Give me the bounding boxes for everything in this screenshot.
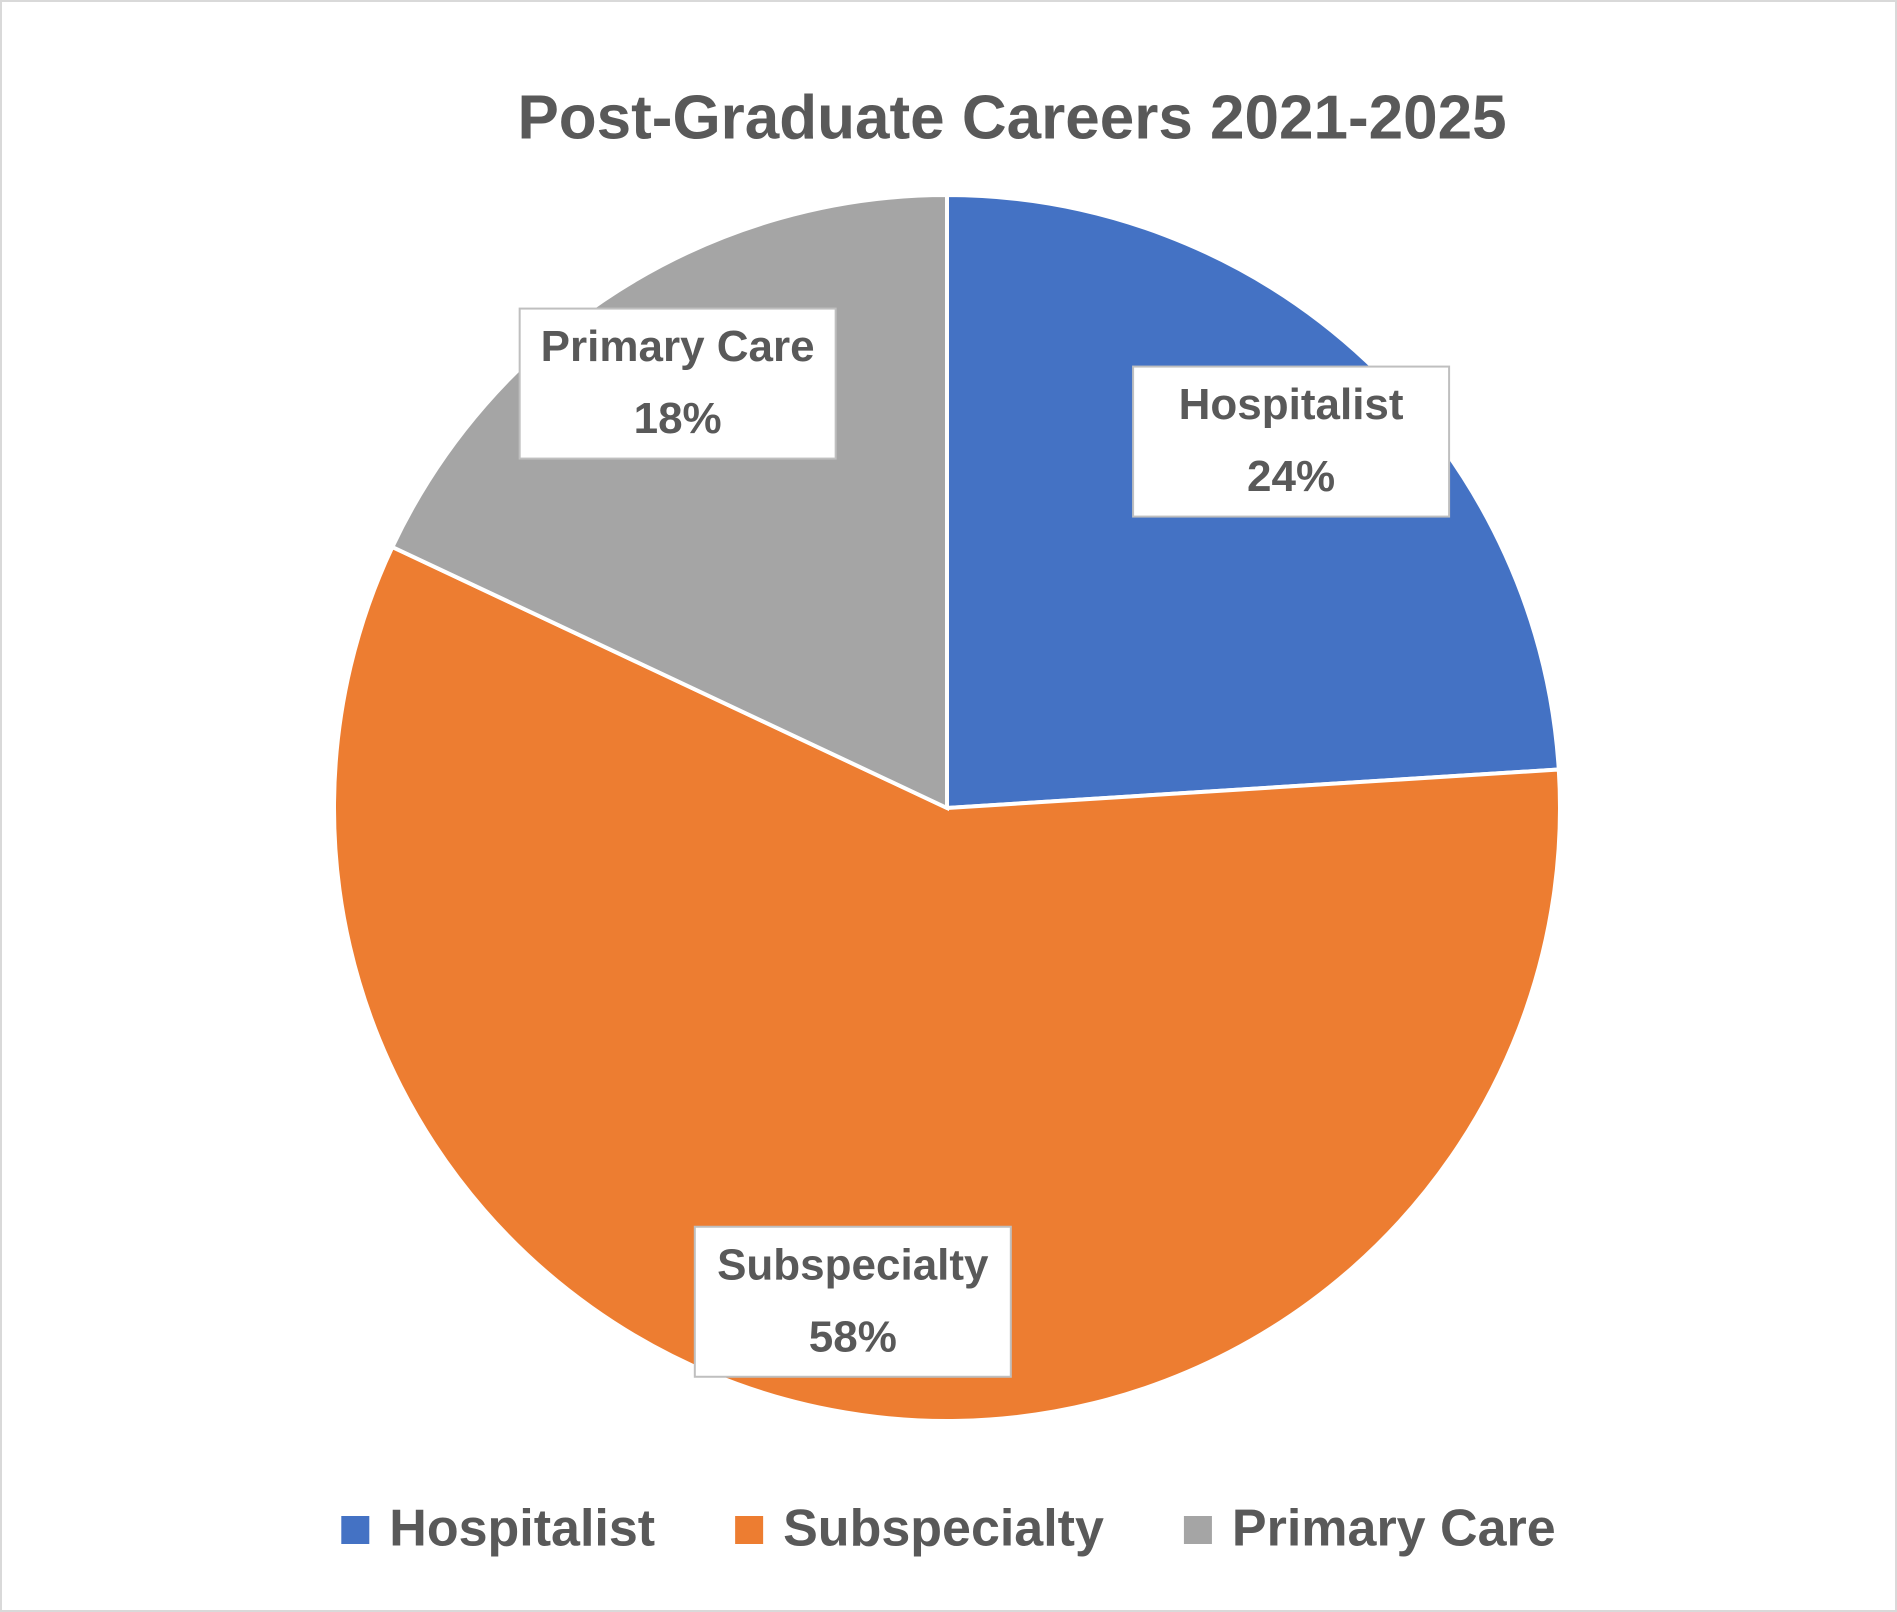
legend-label: Primary Care xyxy=(1232,1500,1556,1558)
chart-title: Post-Graduate Careers 2021-2025 xyxy=(517,83,1506,152)
data-label-value: 24% xyxy=(1247,452,1335,501)
legend-label: Hospitalist xyxy=(389,1500,655,1558)
data-label-category: Subspecialty xyxy=(717,1240,989,1289)
data-label-value: 18% xyxy=(634,394,722,443)
data-label-category: Primary Care xyxy=(541,322,815,371)
legend-swatch xyxy=(341,1516,370,1544)
data-label-category: Hospitalist xyxy=(1179,380,1404,429)
pie-slice xyxy=(332,544,1562,1423)
data-label-value: 58% xyxy=(809,1312,897,1361)
legend-swatch xyxy=(735,1516,764,1544)
legend-swatch xyxy=(1183,1516,1212,1544)
data-label-box xyxy=(1132,365,1451,518)
legend-label: Subspecialty xyxy=(783,1500,1104,1558)
data-label-box xyxy=(518,307,837,460)
data-label-box xyxy=(693,1225,1012,1378)
